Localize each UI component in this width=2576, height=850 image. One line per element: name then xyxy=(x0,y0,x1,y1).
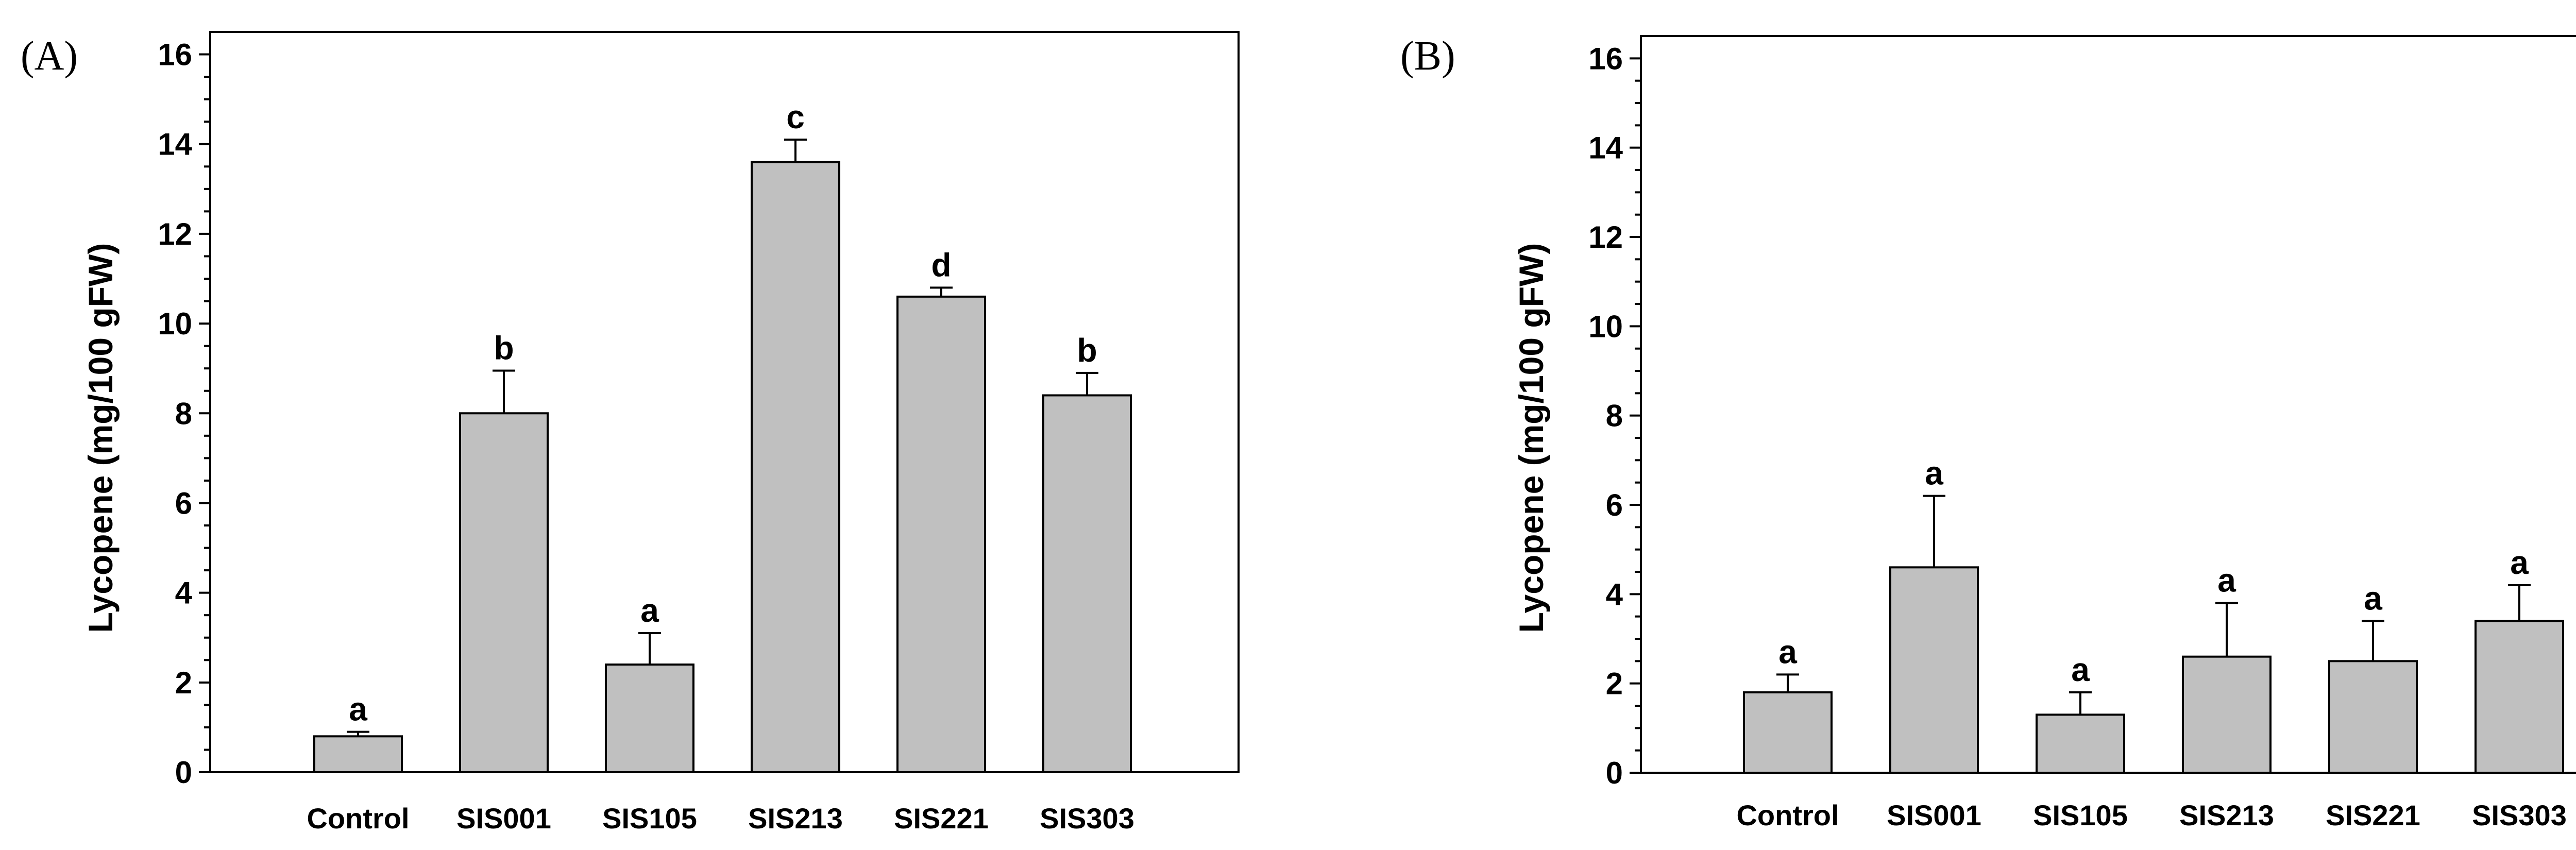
y-tick-label: 6 xyxy=(1606,488,1623,522)
bar xyxy=(2328,660,2418,774)
y-tick-label: 14 xyxy=(158,127,192,162)
y-tick-label: 16 xyxy=(1588,41,1623,76)
y-tick-label: 16 xyxy=(158,38,192,72)
x-category-label: SIS105 xyxy=(602,802,697,835)
bar xyxy=(1743,691,1833,774)
significance-label: d xyxy=(931,246,951,283)
bar-series: a Control a SIS001 a SIS105 a SIS213 a SIS221 a SIS… xyxy=(1736,455,2566,831)
y-tick-label: 8 xyxy=(1606,399,1623,433)
chart-panel-b: (B) Lycopene (mg/100 gFW) 0246810121416 … xyxy=(1400,33,2576,831)
y-axis-title: Lycopene (mg/100 gFW) xyxy=(81,243,120,633)
y-tick-label: 6 xyxy=(175,486,192,520)
bar xyxy=(459,412,549,773)
significance-label: a xyxy=(1778,633,1797,670)
x-category-label: SIS001 xyxy=(1887,799,1981,831)
y-tick-label: 10 xyxy=(1588,309,1623,344)
y-tick-label: 12 xyxy=(1588,220,1623,254)
y-tick-label: 14 xyxy=(1588,131,1623,165)
x-category-label: SIS213 xyxy=(2179,799,2274,831)
y-axis-ticks: 0 2 4 6 8 10 12 14 16 xyxy=(158,38,210,790)
chart-panel-a: (A) Lycopene (mg/100 gFW) 0246810121416 … xyxy=(21,31,1240,835)
panel-label: (B) xyxy=(1400,33,1455,79)
bar xyxy=(313,735,403,773)
significance-label: a xyxy=(2071,651,2090,688)
significance-label: c xyxy=(786,98,805,135)
y-tick-label: 0 xyxy=(175,755,192,790)
y-axis-title: Lycopene (mg/100 gFW) xyxy=(1512,243,1550,633)
significance-label: a xyxy=(1925,455,1943,492)
y-tick-label: 4 xyxy=(175,576,193,610)
significance-label: a xyxy=(640,592,659,629)
bar xyxy=(896,295,986,773)
y-tick-label: 2 xyxy=(175,666,192,700)
x-category-label: Control xyxy=(1736,799,1839,831)
x-category-label: SIS221 xyxy=(894,802,989,835)
bar xyxy=(1042,394,1132,773)
y-tick-label: 4 xyxy=(1606,577,1623,611)
x-category-label: SIS105 xyxy=(2033,799,2128,831)
y-tick-label: 10 xyxy=(158,307,192,341)
bar xyxy=(1889,566,1979,774)
significance-label: a xyxy=(2364,580,2382,617)
bar-series: a Control b SIS001 a SIS105 c SIS213 d SIS221 b SIS… xyxy=(307,98,1134,835)
bar xyxy=(2475,620,2564,774)
significance-label: a xyxy=(349,691,367,728)
bar xyxy=(605,663,694,773)
significance-label: b xyxy=(1077,332,1097,369)
x-category-label: SIS213 xyxy=(748,802,843,835)
x-category-label: SIS221 xyxy=(2326,799,2420,831)
bar xyxy=(751,161,840,774)
significance-label: a xyxy=(2510,544,2529,581)
bar xyxy=(2182,655,2272,774)
significance-label: a xyxy=(2217,562,2236,599)
panel-label: (A) xyxy=(21,33,78,79)
y-tick-label: 12 xyxy=(158,217,192,251)
x-category-label: SIS303 xyxy=(1040,802,1134,835)
y-tick-label: 0 xyxy=(1606,756,1623,790)
x-category-label: SIS001 xyxy=(456,802,551,835)
y-axis-ticks: 0 2 4 6 8 10 12 14 16 xyxy=(1588,41,1641,790)
plot-frame xyxy=(1640,35,2576,774)
y-tick-label: 2 xyxy=(1606,667,1623,701)
x-category-label: SIS303 xyxy=(2472,799,2567,831)
significance-label: b xyxy=(494,330,514,367)
plot-frame xyxy=(209,31,1240,773)
x-category-label: Control xyxy=(307,802,409,835)
y-tick-label: 8 xyxy=(175,396,192,431)
bar xyxy=(2036,713,2125,774)
